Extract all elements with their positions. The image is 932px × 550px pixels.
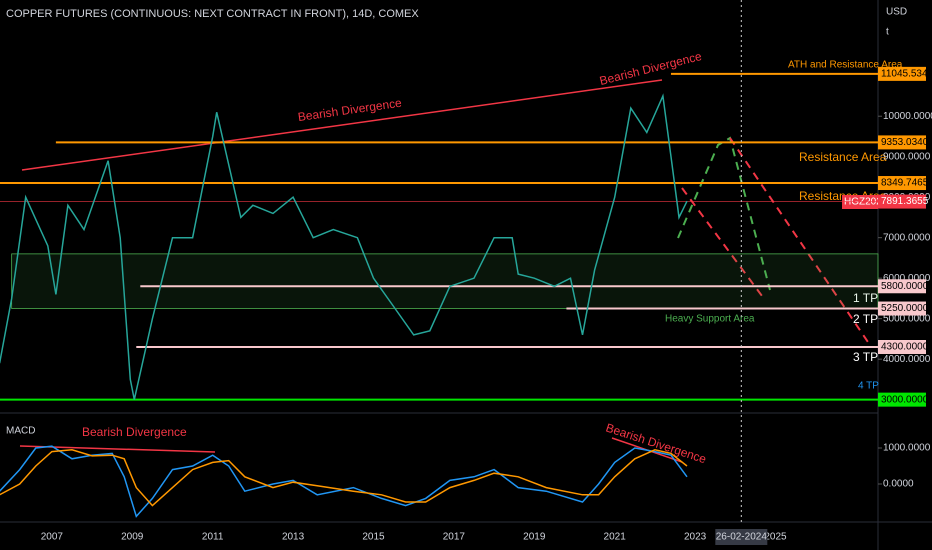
y-tick-label: 1000.0000 [883,443,931,454]
level-label: 4300.0000 [881,342,929,353]
projection [681,187,766,301]
level-label: 5250.0000 [881,303,929,314]
x-tick-label: 2025 [764,532,787,543]
level-badge [878,66,926,81]
level-label: 3000.0000 [881,394,929,405]
level-badge [878,194,926,209]
y-tick-label: 9000.0000 [883,151,931,162]
chart-title: COPPER FUTURES (CONTINUOUS: NEXT CONTRAC… [6,8,419,20]
level-label: 9353.0340 [881,137,929,148]
divergence-line [21,79,663,171]
level-label: 5800.0000 [881,281,929,292]
series-line [0,449,688,507]
y-tick-label: 6000.0000 [883,273,931,284]
level-badge [878,301,926,316]
level-badge [878,392,926,407]
annotation: 2 TP [853,312,878,326]
y-tick-label: 7000.0000 [883,232,931,243]
currency: USD [886,7,907,18]
annotation: 1 TP [853,291,878,305]
x-tick-label: 2017 [443,532,466,543]
annotation: Bearish Divergence [82,425,187,439]
series-line [0,445,688,518]
annotation: Bearish Divergence [297,96,403,124]
y-tick-label: 4000.0000 [883,354,931,365]
annotation: HGZ2022 [844,197,888,208]
x-tick-label: 2023 [684,532,707,543]
date-label: 26-02-2024 [716,532,768,543]
x-tick-label: 2013 [282,532,305,543]
support-zone [11,253,879,309]
x-tick-label: 2015 [362,532,385,543]
level-badge [878,135,926,150]
annotation: 3 TP [853,350,878,364]
x-tick-label: 2007 [41,532,64,543]
annotation: Heavy Support Area [665,314,755,325]
series-line [0,93,688,400]
level-label: 11045.5340 [881,69,932,80]
y-tick-label: 0.0000 [883,479,914,490]
pane-title: MACD [6,426,35,437]
x-tick-label: 2021 [604,532,627,543]
y-tick-label: 10000.0000 [883,111,932,122]
y-tick-label: 5000.0000 [883,313,931,324]
unit: t [886,27,889,38]
level-label: 7891.3655 [881,196,929,207]
annotation: Resistance Area [799,150,887,164]
annotation: ATH and Resistance Area [788,60,903,71]
annotation: 4 TP [858,381,879,392]
level-badge [878,176,926,191]
symbol-badge [842,195,878,209]
x-tick-label: 2009 [121,532,144,543]
x-tick-label: 2019 [523,532,546,543]
level-label: 8349.7465 [881,178,929,189]
level-badge [878,340,926,355]
date-badge [715,529,768,545]
x-tick-label: 2011 [202,532,224,543]
level-badge [878,279,926,294]
